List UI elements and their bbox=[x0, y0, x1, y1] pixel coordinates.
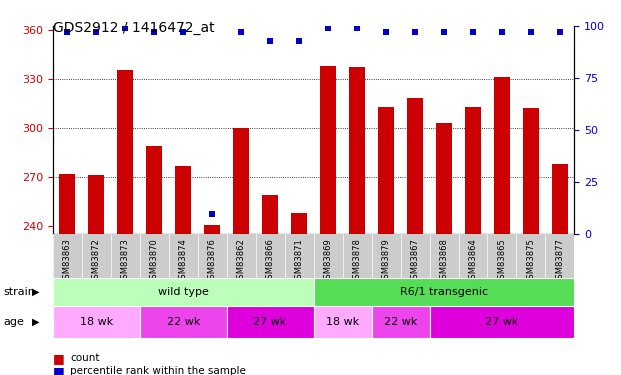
Text: GDS2912 / 1416472_at: GDS2912 / 1416472_at bbox=[53, 21, 214, 34]
Bar bbox=[465, 106, 481, 375]
Text: wild type: wild type bbox=[158, 286, 209, 297]
Bar bbox=[523, 108, 539, 375]
Text: ▶: ▶ bbox=[32, 316, 40, 327]
Bar bbox=[60, 174, 75, 375]
Bar bbox=[117, 70, 134, 375]
Text: ■: ■ bbox=[53, 352, 65, 364]
Bar bbox=[378, 106, 394, 375]
Text: GSM83868: GSM83868 bbox=[440, 238, 448, 284]
Bar bbox=[407, 98, 423, 375]
Bar bbox=[430, 306, 574, 338]
Text: GSM83876: GSM83876 bbox=[207, 238, 217, 284]
Bar bbox=[53, 306, 140, 338]
Text: GSM83874: GSM83874 bbox=[179, 238, 188, 284]
Text: 18 wk: 18 wk bbox=[326, 316, 359, 327]
Text: R6/1 transgenic: R6/1 transgenic bbox=[400, 286, 488, 297]
Bar bbox=[291, 213, 307, 375]
Text: GSM83872: GSM83872 bbox=[92, 238, 101, 284]
Bar bbox=[262, 195, 278, 375]
Bar bbox=[233, 128, 249, 375]
Text: GSM83863: GSM83863 bbox=[63, 238, 72, 284]
Text: GSM83870: GSM83870 bbox=[150, 238, 159, 284]
Bar bbox=[227, 306, 314, 338]
Text: GSM83862: GSM83862 bbox=[237, 238, 246, 284]
Text: GSM83877: GSM83877 bbox=[555, 238, 564, 284]
Text: GSM83879: GSM83879 bbox=[381, 238, 391, 284]
Text: 27 wk: 27 wk bbox=[485, 316, 519, 327]
Bar bbox=[53, 278, 314, 306]
Text: GSM83878: GSM83878 bbox=[353, 238, 361, 284]
Text: 22 wk: 22 wk bbox=[166, 316, 200, 327]
Text: percentile rank within the sample: percentile rank within the sample bbox=[70, 366, 246, 375]
Text: GSM83875: GSM83875 bbox=[527, 238, 535, 284]
Bar bbox=[552, 164, 568, 375]
Text: age: age bbox=[3, 316, 24, 327]
Bar bbox=[320, 66, 336, 375]
Bar bbox=[494, 77, 510, 375]
Text: count: count bbox=[70, 353, 100, 363]
Bar bbox=[147, 146, 162, 375]
Bar bbox=[140, 306, 227, 338]
Text: GSM83871: GSM83871 bbox=[294, 238, 304, 284]
Text: GSM83873: GSM83873 bbox=[120, 238, 130, 284]
Bar bbox=[349, 67, 365, 375]
Text: ■: ■ bbox=[53, 365, 65, 375]
Bar bbox=[371, 306, 430, 338]
Bar bbox=[314, 278, 574, 306]
Text: ▶: ▶ bbox=[32, 286, 40, 297]
Text: GSM83867: GSM83867 bbox=[410, 238, 420, 284]
Text: GSM83865: GSM83865 bbox=[497, 238, 507, 284]
Text: 27 wk: 27 wk bbox=[253, 316, 287, 327]
Text: GSM83866: GSM83866 bbox=[266, 238, 274, 284]
Text: 22 wk: 22 wk bbox=[384, 316, 417, 327]
Bar bbox=[88, 176, 104, 375]
Bar bbox=[204, 225, 220, 375]
Text: GSM83864: GSM83864 bbox=[468, 238, 478, 284]
Bar bbox=[436, 123, 452, 375]
Text: strain: strain bbox=[3, 286, 35, 297]
Bar bbox=[314, 306, 371, 338]
Bar bbox=[175, 165, 191, 375]
Text: 18 wk: 18 wk bbox=[79, 316, 113, 327]
Text: GSM83869: GSM83869 bbox=[324, 238, 333, 284]
